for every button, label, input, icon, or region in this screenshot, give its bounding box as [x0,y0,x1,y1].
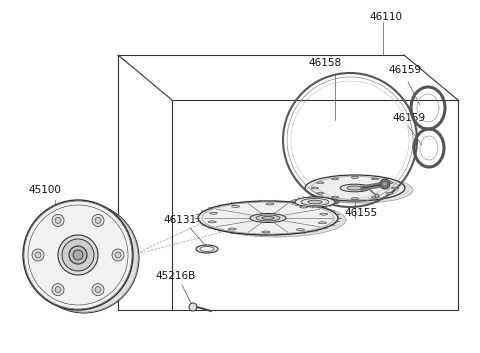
Ellipse shape [29,203,139,313]
Ellipse shape [386,192,393,194]
Ellipse shape [206,203,346,237]
Ellipse shape [95,217,101,223]
Ellipse shape [196,245,218,253]
Ellipse shape [262,231,270,233]
Ellipse shape [347,186,363,190]
Ellipse shape [52,214,64,226]
Text: 45216B: 45216B [155,271,195,281]
Ellipse shape [73,250,83,260]
Ellipse shape [351,198,359,199]
Ellipse shape [317,192,324,194]
Ellipse shape [58,235,98,275]
Ellipse shape [332,196,338,198]
Ellipse shape [23,200,133,310]
Ellipse shape [115,252,121,258]
Text: 46159: 46159 [388,65,421,75]
Ellipse shape [300,206,308,208]
Ellipse shape [301,198,329,205]
Ellipse shape [52,284,64,296]
Ellipse shape [69,246,87,264]
Ellipse shape [208,221,216,223]
Ellipse shape [55,217,61,223]
Ellipse shape [295,197,335,207]
Ellipse shape [92,284,104,296]
Ellipse shape [231,205,240,208]
Ellipse shape [317,182,324,184]
Ellipse shape [32,249,44,261]
Ellipse shape [256,215,280,221]
Ellipse shape [308,200,322,204]
Ellipse shape [55,287,61,293]
Ellipse shape [92,214,104,226]
Ellipse shape [250,214,286,222]
Ellipse shape [198,201,338,235]
Text: 46158: 46158 [308,58,341,68]
Ellipse shape [228,228,236,230]
Ellipse shape [382,181,388,187]
Ellipse shape [262,216,274,220]
Ellipse shape [200,246,214,251]
Ellipse shape [62,239,94,271]
Ellipse shape [209,212,217,214]
Ellipse shape [320,213,328,215]
Ellipse shape [392,187,398,189]
Ellipse shape [319,222,326,224]
Ellipse shape [112,249,124,261]
Ellipse shape [380,179,390,189]
Text: 45100: 45100 [28,185,61,195]
Ellipse shape [312,187,319,189]
Ellipse shape [332,178,338,180]
Ellipse shape [375,194,379,198]
Ellipse shape [35,252,41,258]
Text: 46131: 46131 [163,215,196,225]
Ellipse shape [266,203,274,205]
Text: 46155: 46155 [344,208,377,218]
Ellipse shape [297,229,304,231]
Ellipse shape [351,176,359,178]
Ellipse shape [313,177,413,203]
Ellipse shape [340,184,370,192]
Ellipse shape [372,178,379,180]
Ellipse shape [372,196,379,198]
Ellipse shape [95,287,101,293]
Ellipse shape [386,182,393,184]
Ellipse shape [189,303,197,311]
Ellipse shape [305,175,405,201]
Text: 46159: 46159 [392,113,425,123]
Text: 46110: 46110 [369,12,402,22]
